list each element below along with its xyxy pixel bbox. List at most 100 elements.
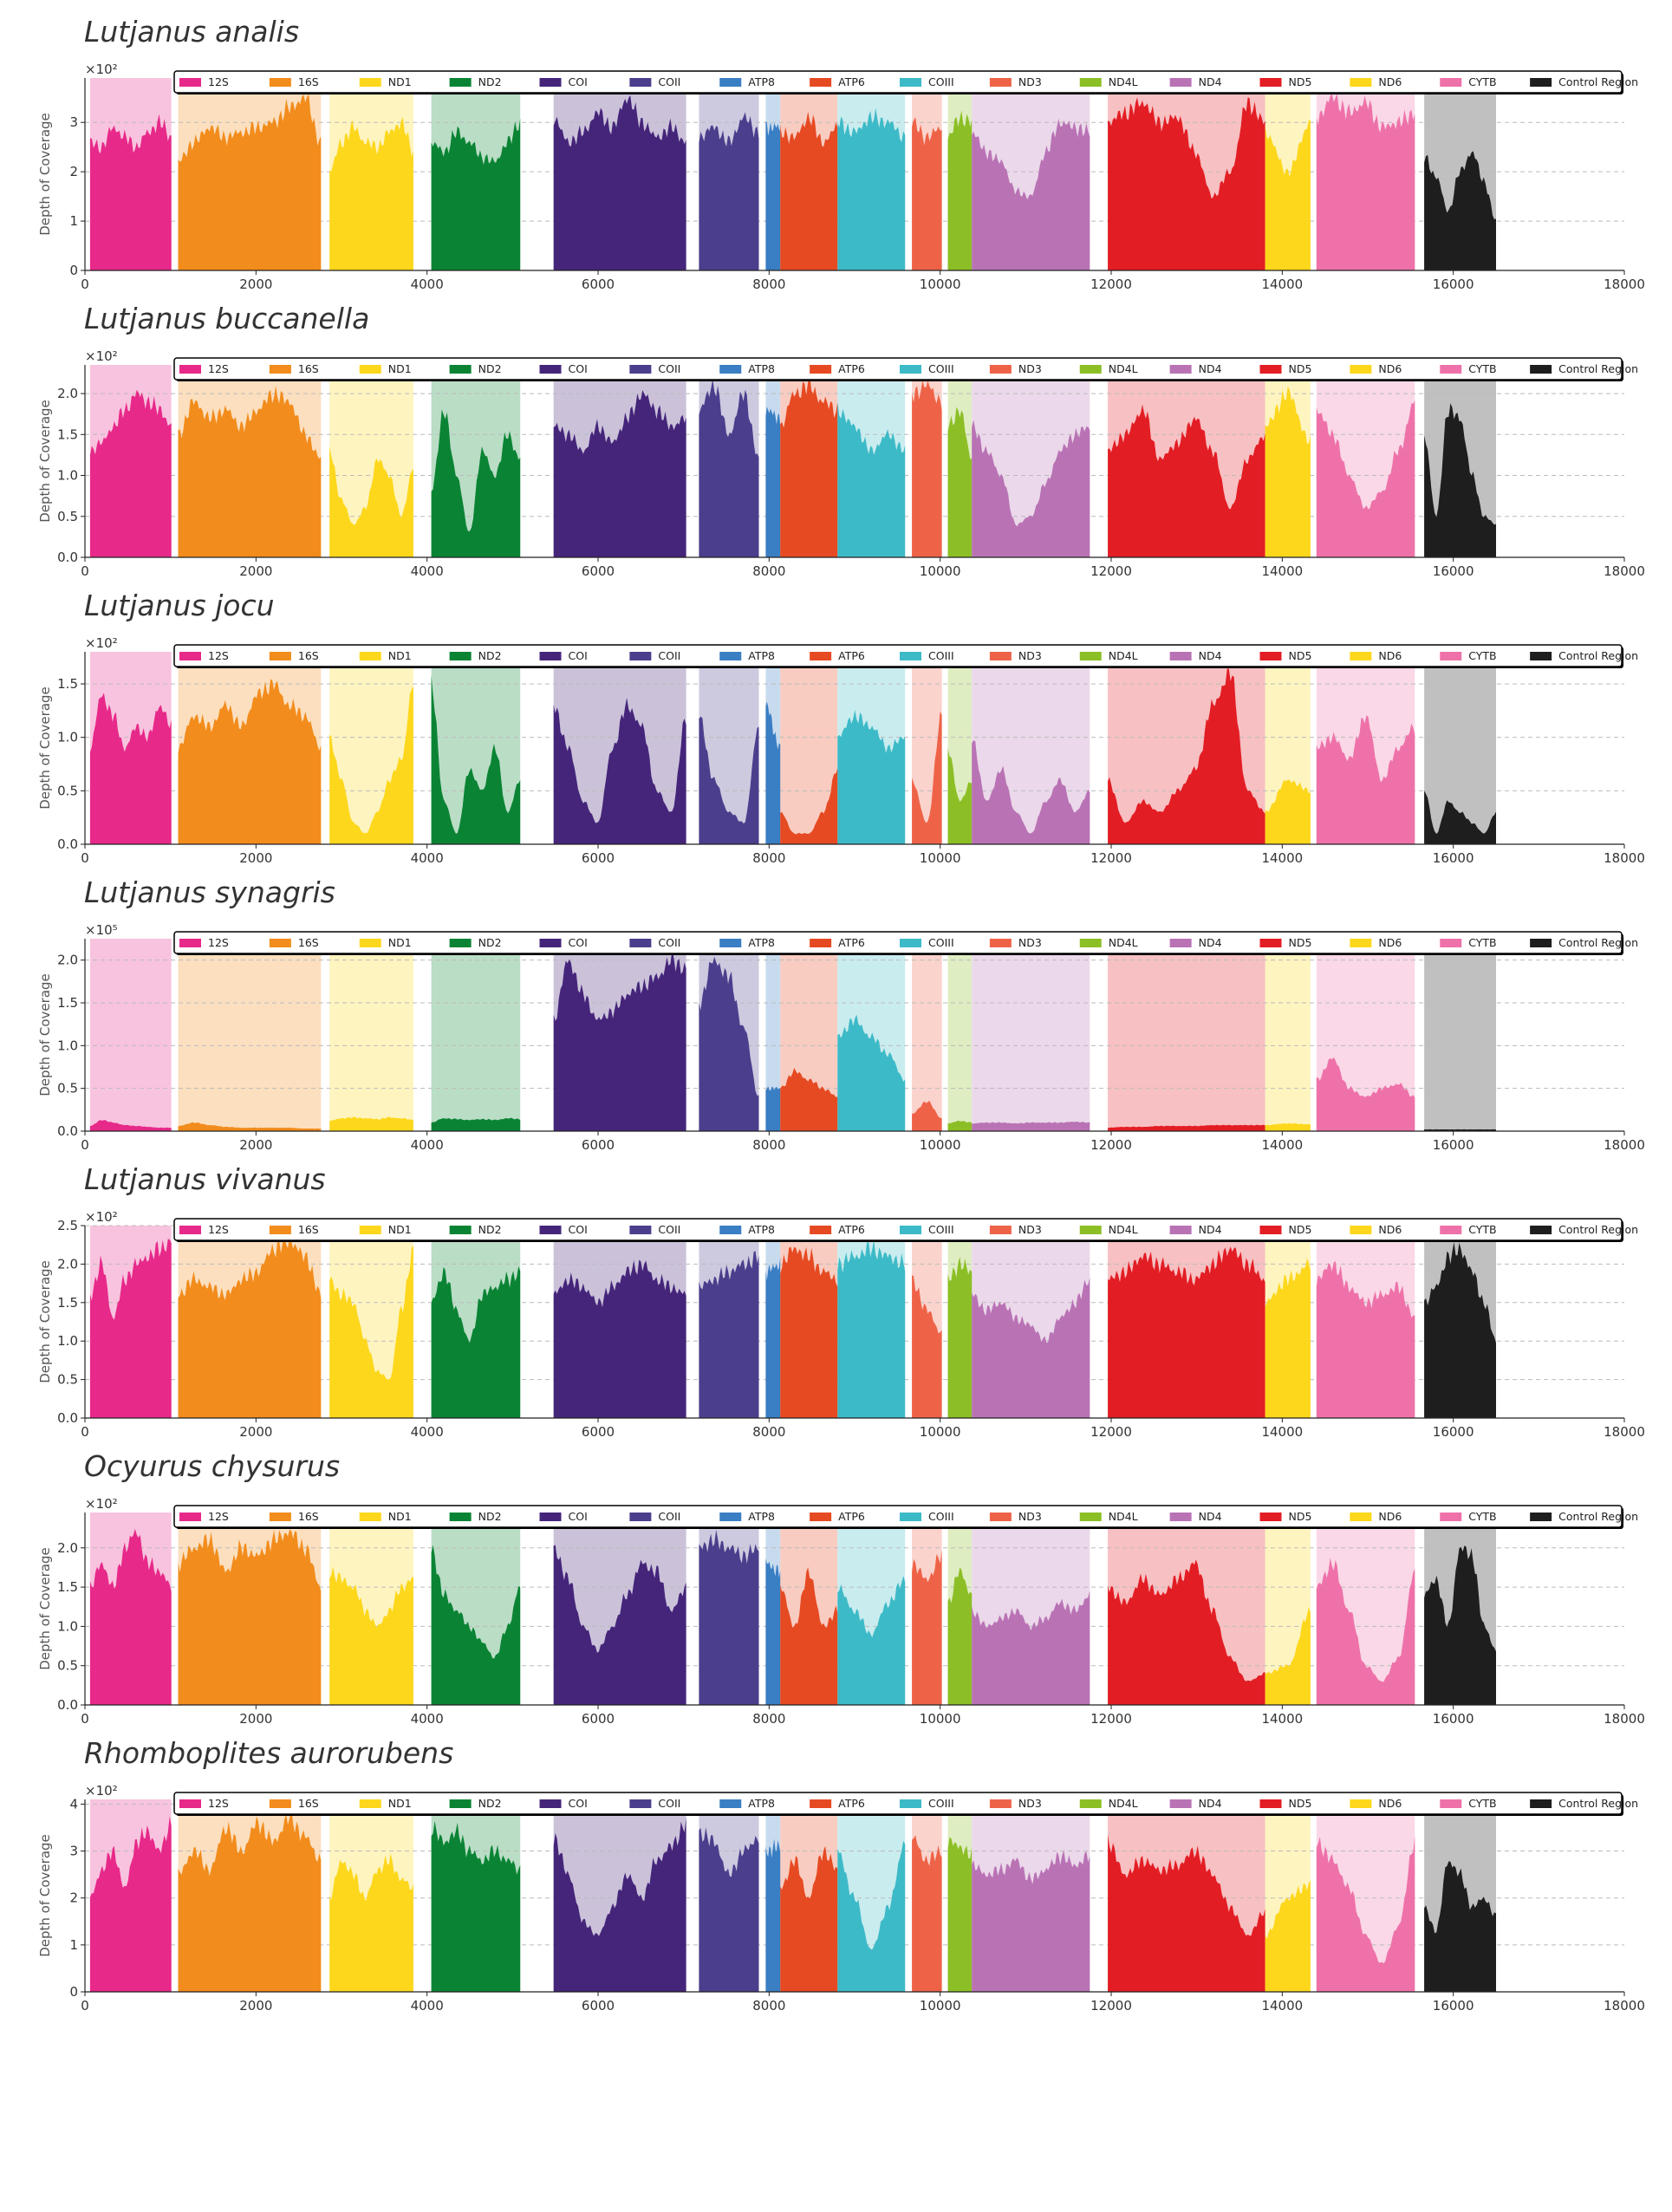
coverage-area: [1424, 403, 1496, 557]
legend-label: ND3: [1018, 75, 1042, 88]
coverage-area: [89, 693, 172, 844]
legend-swatch: [1440, 365, 1462, 374]
y-multiplier: ×10²: [85, 348, 118, 364]
legend-label: COI: [569, 1797, 588, 1810]
legend-swatch: [269, 1513, 291, 1521]
coverage-area: [553, 949, 686, 1131]
legend-label: COIII: [928, 1797, 954, 1810]
coverage-area: [912, 1550, 942, 1705]
y-tick-label: 0.0: [57, 1697, 78, 1713]
x-tick-label: 2000: [239, 1424, 272, 1440]
coverage-area: [972, 1850, 1090, 1992]
coverage-area: [1265, 386, 1311, 557]
x-tick-label: 0: [81, 850, 89, 866]
legend-swatch: [810, 939, 832, 947]
legend-swatch: [179, 1226, 201, 1234]
x-tick-label: 0: [81, 1711, 89, 1727]
panel-title: Ocyurus chysurus: [84, 1449, 340, 1483]
x-tick-label: 12000: [1090, 1137, 1132, 1153]
y-tick-label: 0.5: [57, 783, 78, 798]
x-tick-label: 6000: [582, 850, 615, 866]
legend-label: ND6: [1378, 75, 1402, 88]
legend-swatch: [629, 939, 652, 947]
x-tick-label: 14000: [1261, 276, 1303, 292]
legend-box: [173, 644, 1623, 667]
legend-swatch: [269, 1226, 291, 1234]
y-tick-label: 0.0: [57, 1410, 78, 1426]
legend-swatch: [1440, 1226, 1462, 1234]
coverage-area: [947, 110, 973, 271]
legend-swatch: [449, 365, 472, 374]
legend-label: ATP8: [748, 1510, 775, 1523]
x-tick-label: 18000: [1604, 850, 1645, 866]
legend-label: ND1: [388, 1510, 412, 1523]
coverage-area: [972, 740, 1090, 844]
coverage-area: [1108, 404, 1265, 557]
x-tick-label: 10000: [920, 1998, 961, 2014]
legend-swatch: [719, 365, 742, 374]
legend-label: ND3: [1018, 1797, 1042, 1810]
coverage-area: [765, 1838, 781, 1992]
y-tick-label: 1.5: [57, 1295, 78, 1311]
y-multiplier: ×10²: [85, 1209, 118, 1225]
legend-swatch: [629, 365, 652, 374]
legend-label: COII: [658, 362, 680, 375]
coverage-area: [1108, 1834, 1265, 1992]
legend-swatch: [900, 939, 921, 947]
legend-swatch: [1350, 1799, 1372, 1808]
legend-swatch: [1259, 939, 1282, 947]
legend-label: CYTB: [1468, 1510, 1496, 1523]
legend-swatch: [629, 1226, 652, 1234]
legend-swatch: [539, 939, 562, 947]
legend-label: ND1: [388, 936, 412, 949]
y-tick-label: 1.5: [57, 1579, 78, 1595]
coverage-area: [329, 1116, 413, 1131]
y-tick-label: 0.5: [57, 1658, 78, 1674]
x-tick-label: 4000: [411, 276, 444, 292]
coverage-area: [553, 390, 686, 557]
coverage-area: [1265, 1258, 1311, 1418]
legend-label: ND1: [388, 649, 412, 662]
legend-swatch: [989, 939, 1012, 947]
coverage-area: [780, 1246, 838, 1418]
legend-label: CYTB: [1468, 1797, 1496, 1810]
x-tick-label: 2000: [239, 563, 272, 579]
legend-swatch: [359, 1513, 381, 1521]
panel-title: Rhomboplites aurorubens: [84, 1736, 453, 1770]
coverage-area: [837, 401, 906, 557]
legend-label: ND2: [478, 936, 502, 949]
coverage-area: [178, 1808, 322, 1992]
coverage-area: [431, 1545, 521, 1705]
legend-swatch: [449, 1799, 472, 1808]
legend-label: 16S: [298, 1223, 319, 1236]
coverage-area: [765, 1558, 781, 1705]
legend-swatch: [179, 365, 201, 374]
coverage-area: [912, 380, 942, 557]
legend-label: ND4L: [1109, 1510, 1138, 1523]
legend-swatch: [1259, 1513, 1282, 1521]
legend-label: ND4L: [1109, 1797, 1138, 1810]
legend-label: ND2: [478, 75, 502, 88]
legend-swatch: [1440, 1799, 1462, 1808]
x-tick-label: 18000: [1604, 1137, 1645, 1153]
legend-label: 12S: [208, 1510, 229, 1523]
x-tick-label: 18000: [1604, 563, 1645, 579]
coverage-area: [699, 1827, 759, 1992]
x-tick-label: 10000: [920, 850, 961, 866]
x-tick-label: 6000: [582, 1711, 615, 1727]
y-multiplier: ×10⁵: [85, 922, 118, 938]
y-tick-label: 1.0: [57, 1038, 78, 1053]
legend-swatch: [900, 1226, 921, 1234]
x-tick-label: 10000: [920, 276, 961, 292]
y-tick-label: 1.5: [57, 676, 78, 692]
coverage-area: [329, 446, 413, 557]
coverage-area: [947, 1120, 973, 1131]
legend-label: ND4L: [1109, 1223, 1138, 1236]
legend-label: 12S: [208, 649, 229, 662]
x-tick-label: 2000: [239, 1137, 272, 1153]
legend-swatch: [1530, 1513, 1552, 1521]
legend-label: 16S: [298, 649, 319, 662]
legend-swatch: [1440, 939, 1462, 947]
legend-label: CYTB: [1468, 649, 1496, 662]
legend-swatch: [539, 1799, 562, 1808]
